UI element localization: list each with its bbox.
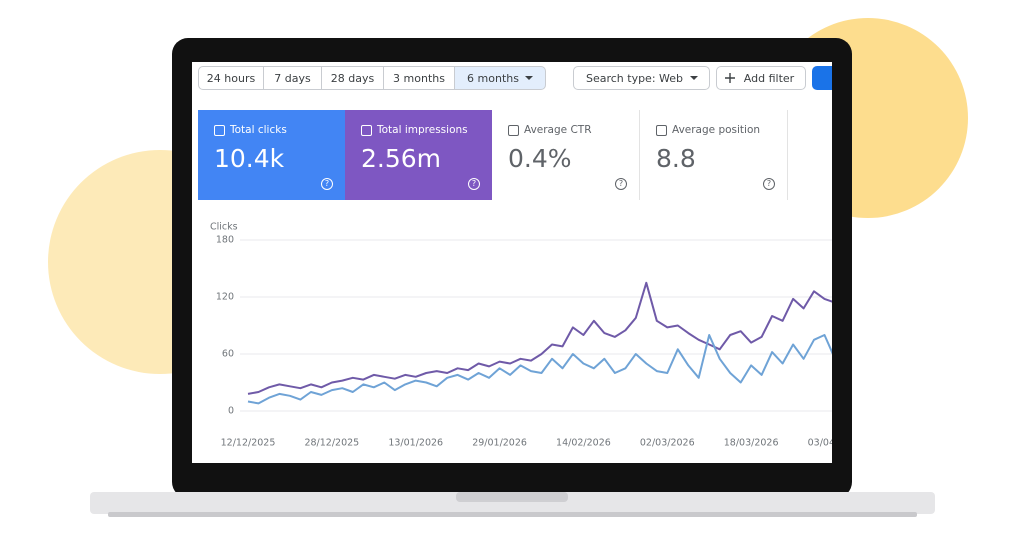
x-tick-label: 29/01/2026 xyxy=(472,438,527,449)
screen: Clicks 0 60 120 180 12/12/2025 28/12/2025 13/0… xyxy=(192,62,832,463)
x-tick-label: 28/12/2025 xyxy=(304,438,359,449)
y-tick-label: 60 xyxy=(222,349,234,360)
checkbox[interactable] xyxy=(214,124,225,136)
metric-value: 8.8 xyxy=(656,144,696,173)
plus-icon xyxy=(725,73,735,83)
y-tick-label: 120 xyxy=(216,292,234,303)
x-tick-label: 12/12/2025 xyxy=(221,438,276,449)
checkbox[interactable] xyxy=(361,124,372,136)
line-series xyxy=(247,281,832,395)
x-tick-label: 13/01/2026 xyxy=(388,438,443,449)
metric-value: 2.56m xyxy=(361,144,442,173)
help-icon[interactable]: ? xyxy=(321,178,333,190)
laptop-base xyxy=(90,492,935,514)
metric-card[interactable]: Total impressions 2.56m ? xyxy=(345,110,492,200)
add-filter-button[interactable]: Add filter xyxy=(716,66,806,90)
x-tick-label: 03/04/2026 xyxy=(808,438,832,449)
filter-icon-button[interactable] xyxy=(812,66,832,90)
checkbox[interactable] xyxy=(656,124,667,136)
x-tick-label: 18/03/2026 xyxy=(724,438,779,449)
metric-card[interactable]: Average CTR 0.4% ? xyxy=(492,110,640,200)
search-type-button[interactable]: Search type: Web xyxy=(573,66,710,90)
y-tick-label: 0 xyxy=(228,406,234,417)
metric-label: Total impressions xyxy=(377,124,468,136)
laptop-notch xyxy=(456,492,568,502)
metric-card[interactable]: Average position 8.8 ? xyxy=(640,110,788,200)
laptop-base-edge xyxy=(108,512,917,517)
metric-value: 10.4k xyxy=(214,144,285,173)
metric-card[interactable]: Total clicks 10.4k ? xyxy=(198,110,345,200)
range-button[interactable]: 7 days xyxy=(264,66,322,90)
y-axis-label: Clicks xyxy=(210,222,238,233)
metric-label: Total clicks xyxy=(230,124,287,136)
metric-value: 0.4% xyxy=(508,144,572,173)
range-button[interactable]: 24 hours xyxy=(198,66,264,90)
help-icon[interactable]: ? xyxy=(763,178,775,190)
metric-label: Average position xyxy=(672,124,761,136)
help-icon[interactable]: ? xyxy=(615,178,627,190)
y-tick-label: 180 xyxy=(216,235,234,246)
x-tick-label: 02/03/2026 xyxy=(640,438,695,449)
dropdown-arrow xyxy=(525,76,533,80)
range-button[interactable]: 28 days xyxy=(322,66,384,90)
x-tick-label: 14/02/2026 xyxy=(556,438,611,449)
range-button[interactable]: 3 months xyxy=(384,66,455,90)
dropdown-arrow xyxy=(690,76,698,80)
metric-label: Average CTR xyxy=(524,124,592,136)
checkbox[interactable] xyxy=(508,124,519,136)
line-series xyxy=(247,334,832,405)
chart: Clicks 0 60 120 180 12/12/2025 28/12/2025 13/0… xyxy=(210,222,832,449)
help-icon[interactable]: ? xyxy=(468,178,480,190)
